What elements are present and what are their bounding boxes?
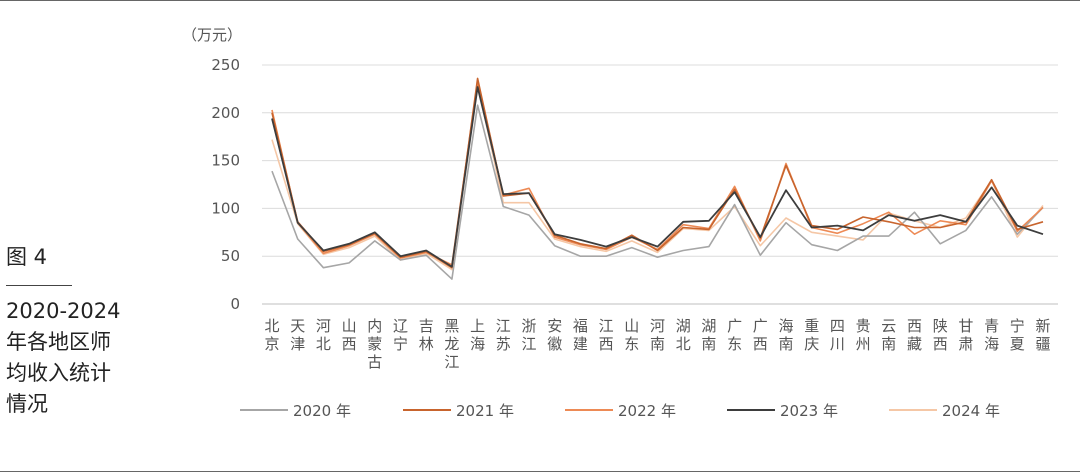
legend-label: 2023 年 xyxy=(780,402,838,420)
x-category-label: 广东 xyxy=(727,317,742,353)
x-category-label: 贵州 xyxy=(856,317,871,353)
series-line xyxy=(271,77,1044,269)
figure-caption-line: 年各地区师 xyxy=(6,330,111,354)
x-category-label: 山西 xyxy=(342,317,357,353)
series-line xyxy=(271,80,1044,266)
x-category-label: 江苏 xyxy=(496,317,511,353)
legend-label: 2024 年 xyxy=(942,402,1000,420)
y-axis-ticks: 0 50 100 150 200 250 xyxy=(211,56,240,313)
legend-label: 2022 年 xyxy=(618,402,676,420)
x-category-label: 上海 xyxy=(470,317,485,353)
x-axis-categories: 北京天津河北山西内蒙古辽宁吉林黑龙江上海江苏浙江安徽福建江西山东河南湖北湖南广东… xyxy=(264,317,1050,371)
figure-caption-line: 情况 xyxy=(6,392,48,416)
x-category-label: 福建 xyxy=(573,317,588,353)
series-line xyxy=(271,86,1044,268)
x-category-label: 河南 xyxy=(650,317,665,353)
x-category-label: 江西 xyxy=(599,317,614,353)
x-category-label: 西藏 xyxy=(907,317,922,353)
x-category-label: 甘肃 xyxy=(958,317,973,353)
x-category-label: 青海 xyxy=(984,317,999,353)
x-category-label: 山东 xyxy=(624,317,639,353)
y-tick-label: 150 xyxy=(211,152,240,170)
y-tick-label: 250 xyxy=(211,56,240,74)
x-category-label: 四川 xyxy=(830,317,845,353)
series-lines xyxy=(271,77,1044,280)
x-category-label: 广西 xyxy=(753,317,768,353)
bottom-rule xyxy=(0,471,1080,472)
x-category-label: 宁夏 xyxy=(1010,317,1025,353)
figure-caption-line: 2020-2024 xyxy=(6,299,121,323)
series-line xyxy=(271,104,1044,280)
figure-caption-line: 均收入统计 xyxy=(6,361,111,385)
legend-label: 2021 年 xyxy=(456,402,514,420)
x-category-label: 新疆 xyxy=(1035,317,1050,353)
x-category-label: 天津 xyxy=(290,317,305,353)
figure-label-underline xyxy=(6,285,72,286)
y-tick-label: 50 xyxy=(221,247,240,265)
x-category-label: 北京 xyxy=(264,317,279,353)
figure-label: 图 4 xyxy=(6,245,48,269)
y-axis-unit-label: （万元） xyxy=(182,26,242,44)
x-category-label: 河北 xyxy=(316,317,331,353)
x-category-label: 黑龙江 xyxy=(444,317,459,371)
x-category-label: 湖北 xyxy=(676,317,691,353)
x-category-label: 陕西 xyxy=(933,317,948,353)
y-tick-label: 100 xyxy=(211,199,240,217)
top-rule xyxy=(0,0,1080,1)
x-category-label: 云南 xyxy=(881,317,896,353)
x-category-label: 内蒙古 xyxy=(367,317,382,371)
x-category-label: 吉林 xyxy=(419,317,434,353)
y-tick-label: 0 xyxy=(230,295,240,313)
series-line xyxy=(271,83,1044,271)
grid-lines xyxy=(262,64,1058,305)
x-category-label: 海南 xyxy=(778,317,793,353)
x-category-label: 重庆 xyxy=(804,317,819,353)
x-category-label: 浙江 xyxy=(521,317,536,353)
y-tick-label: 200 xyxy=(211,104,240,122)
legend-label: 2020 年 xyxy=(293,402,351,420)
figure-caption: 2020-2024 年各地区师 均收入统计 情况 xyxy=(6,296,156,420)
legend: 2020 年 2021 年 2022 年 2023 年 2024 年 xyxy=(240,402,1000,420)
x-category-label: 辽宁 xyxy=(393,317,408,353)
x-category-label: 湖南 xyxy=(701,317,716,353)
x-category-label: 安徽 xyxy=(547,317,562,353)
